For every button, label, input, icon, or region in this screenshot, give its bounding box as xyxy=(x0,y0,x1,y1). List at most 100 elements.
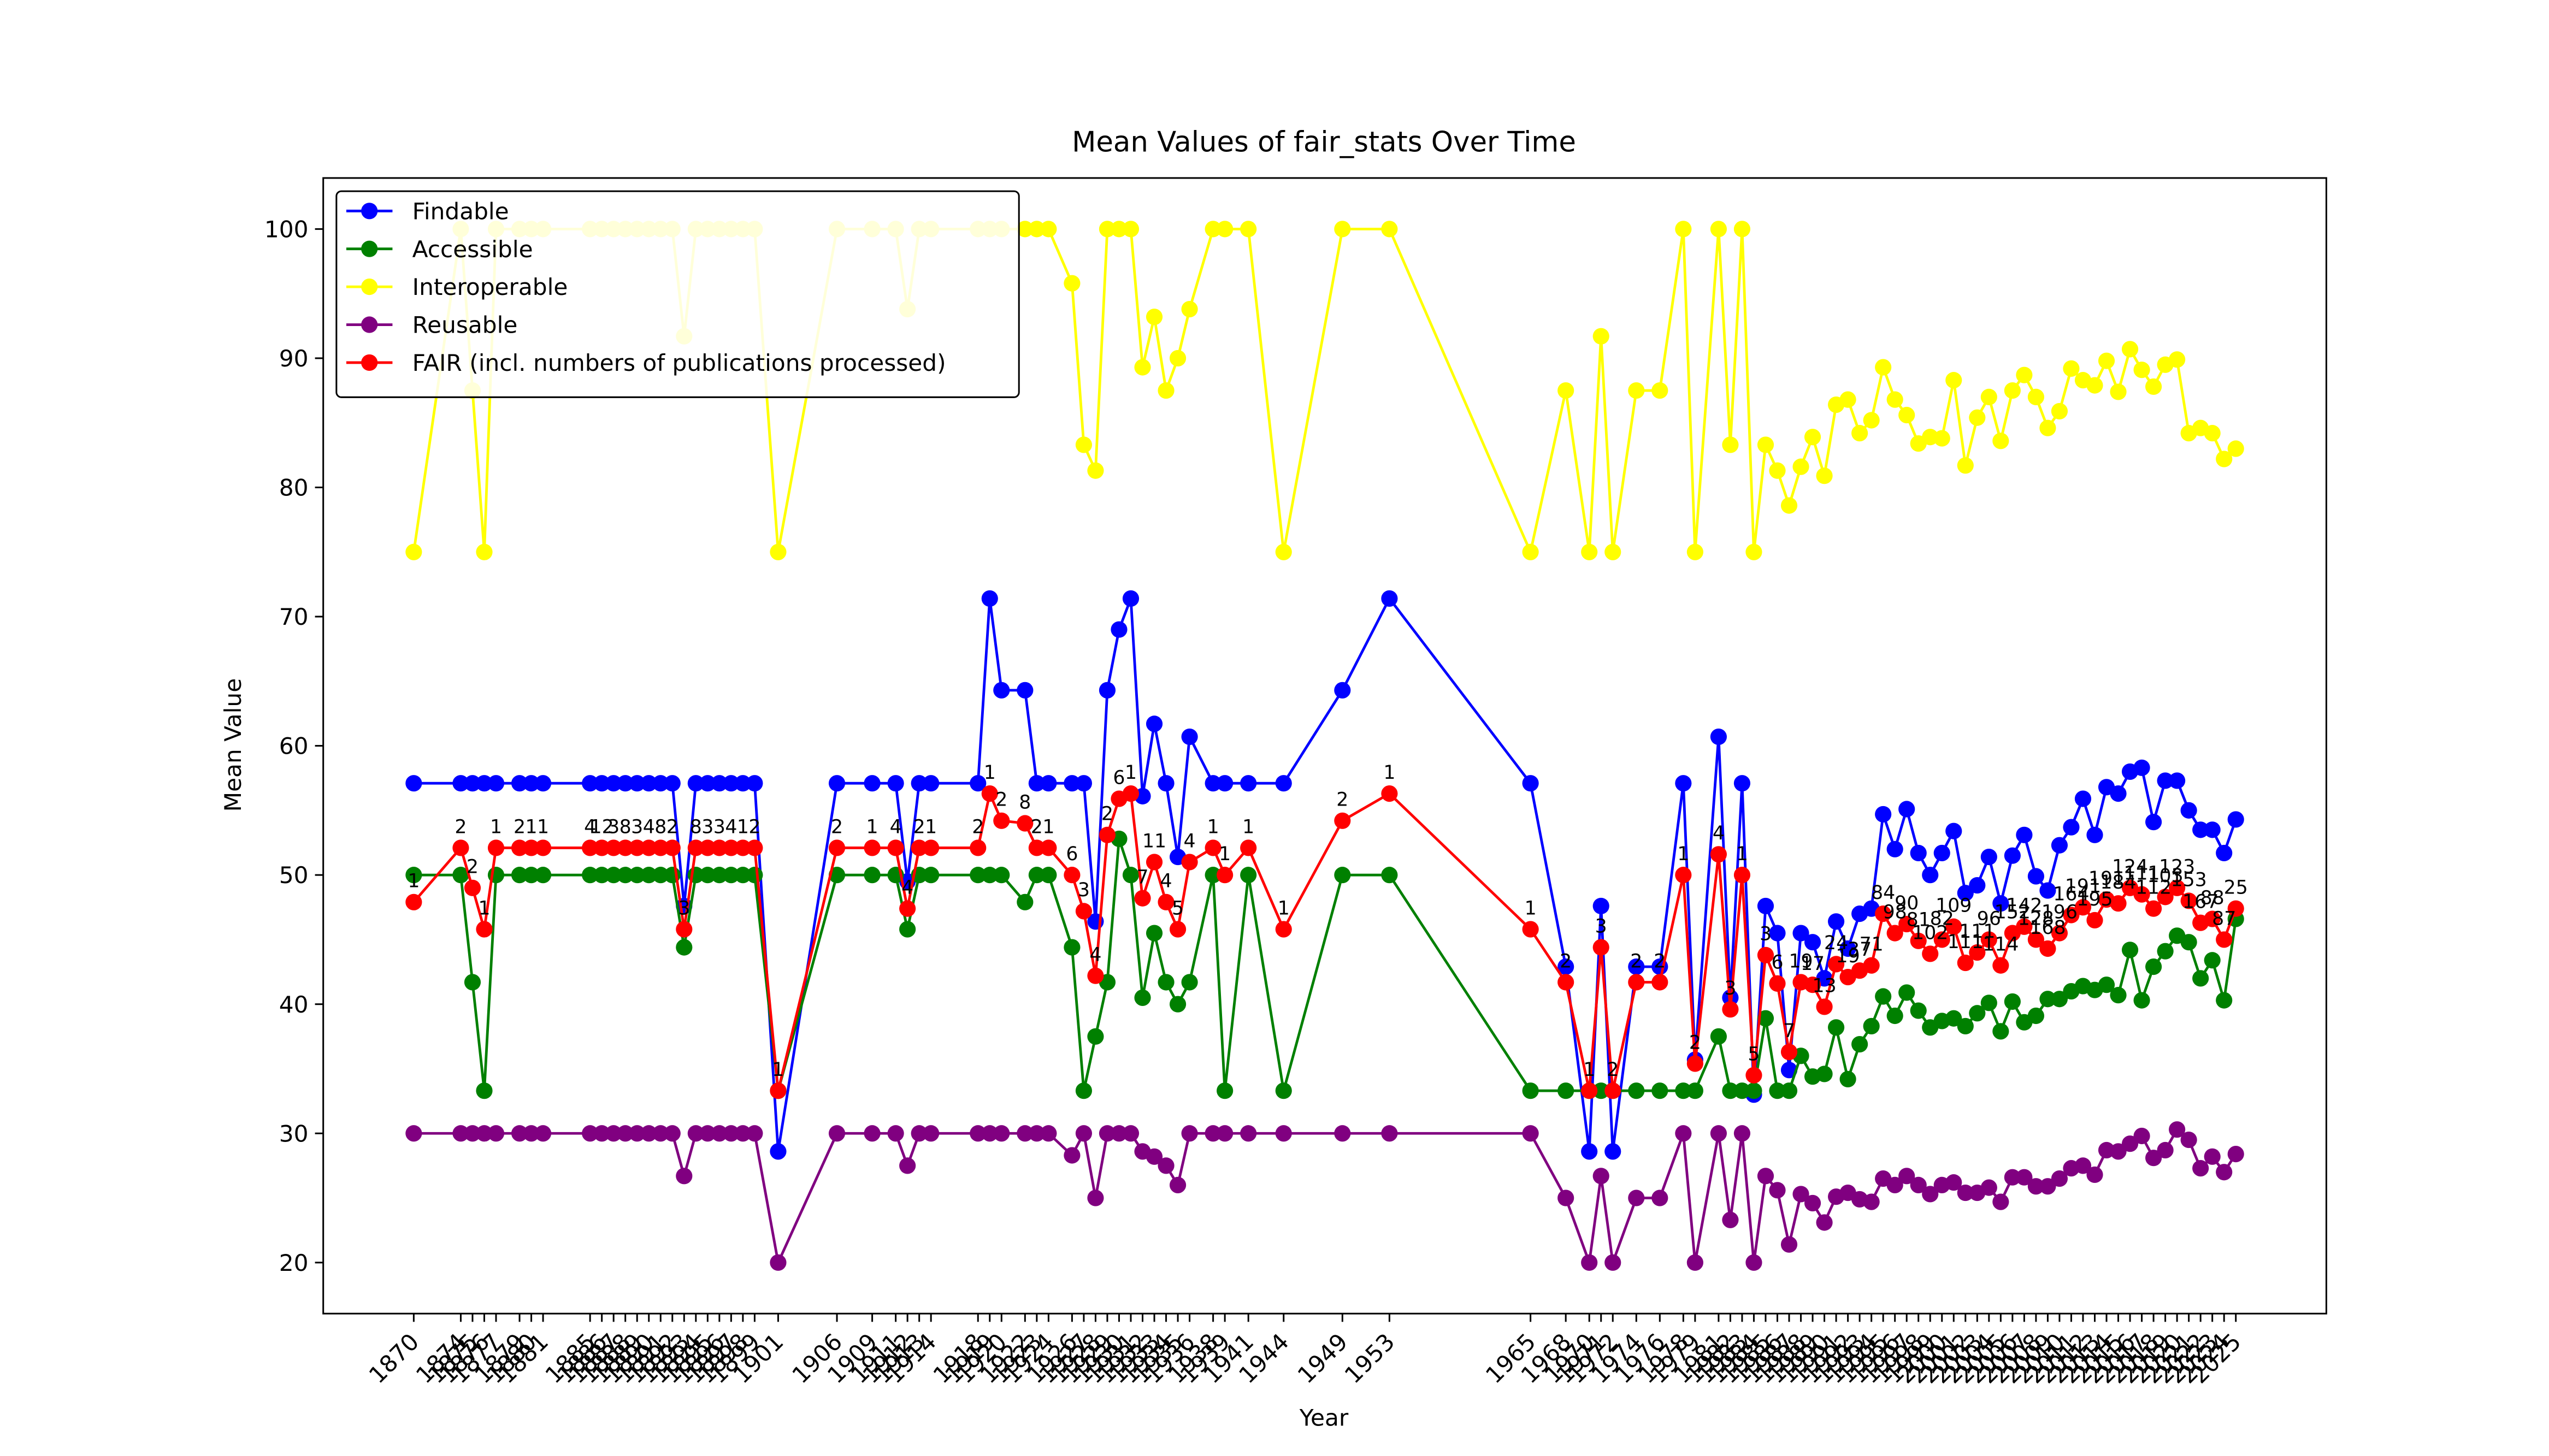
point-label: 2 xyxy=(913,816,925,838)
data-point xyxy=(1922,1186,1939,1203)
data-point xyxy=(476,775,493,792)
point-label: 4 xyxy=(1184,830,1196,852)
data-point xyxy=(664,839,681,856)
data-point xyxy=(2216,844,2233,862)
data-point xyxy=(1381,867,1398,884)
data-point xyxy=(476,1082,493,1099)
data-point xyxy=(1710,728,1727,745)
point-label: 164 xyxy=(2053,883,2089,905)
data-point xyxy=(1381,1125,1398,1142)
data-point xyxy=(1980,931,1997,948)
data-point xyxy=(2004,847,2021,864)
data-point xyxy=(1158,974,1175,991)
data-point xyxy=(629,1125,646,1142)
data-point xyxy=(1592,897,1609,915)
data-point xyxy=(652,775,669,792)
data-point xyxy=(1969,877,1986,894)
data-point xyxy=(2169,351,2186,368)
data-point xyxy=(629,839,646,856)
data-point xyxy=(1146,1148,1163,1165)
data-point xyxy=(1169,996,1187,1013)
point-label: 81 xyxy=(1907,909,1931,931)
point-label: 1 xyxy=(1219,843,1231,865)
data-point xyxy=(593,775,610,792)
data-point xyxy=(1205,867,1222,884)
data-point xyxy=(2039,419,2056,436)
data-point xyxy=(593,1125,610,1142)
data-point xyxy=(911,1125,928,1142)
data-point xyxy=(864,1125,881,1142)
data-point xyxy=(1957,954,1974,972)
data-point xyxy=(1334,812,1351,829)
data-point xyxy=(770,1082,787,1099)
data-point xyxy=(676,939,693,956)
data-point xyxy=(981,590,998,607)
data-point xyxy=(1816,1066,1833,1082)
data-point xyxy=(1064,1147,1081,1164)
data-point xyxy=(1017,682,1034,699)
data-point xyxy=(2145,378,2162,395)
point-label: 5 xyxy=(1172,897,1184,919)
point-label: 4 xyxy=(1089,944,1101,966)
data-point xyxy=(1898,801,1915,818)
data-point xyxy=(2133,1127,2150,1145)
data-point xyxy=(582,775,599,792)
data-point xyxy=(617,1125,634,1142)
data-point xyxy=(487,839,505,856)
data-point xyxy=(2216,1164,2233,1181)
data-point xyxy=(1087,1028,1104,1045)
point-label: 1 xyxy=(1736,843,1748,865)
data-point xyxy=(582,867,599,884)
data-point xyxy=(1158,382,1175,399)
data-point xyxy=(1604,1143,1621,1160)
data-point xyxy=(1733,1125,1751,1142)
data-point xyxy=(1686,1082,1703,1099)
point-label: 2 xyxy=(514,816,526,838)
data-point xyxy=(1816,998,1833,1015)
data-point xyxy=(487,1125,505,1142)
data-point xyxy=(1017,221,1034,238)
data-point xyxy=(2180,1131,2197,1149)
data-point xyxy=(1804,976,1821,993)
data-point xyxy=(1816,1214,1833,1231)
data-point xyxy=(1945,1174,1962,1191)
data-point xyxy=(1604,543,1621,560)
y-tick-label: 50 xyxy=(279,862,309,889)
data-point xyxy=(2039,882,2056,899)
data-point xyxy=(2098,976,2115,993)
data-point xyxy=(1933,844,1950,862)
point-label: 1 xyxy=(1125,762,1137,784)
point-label: 3 xyxy=(1595,915,1607,937)
point-label: 1 xyxy=(1042,816,1054,838)
data-point xyxy=(2027,1007,2044,1025)
data-point xyxy=(1769,1182,1786,1199)
point-label: 4 xyxy=(890,816,902,838)
data-point xyxy=(1733,221,1751,238)
data-point xyxy=(2051,837,2068,854)
data-point xyxy=(711,1125,728,1142)
data-point xyxy=(1064,775,1081,792)
data-point xyxy=(746,775,763,792)
data-point xyxy=(1945,1010,1962,1027)
data-point xyxy=(452,775,469,792)
data-point xyxy=(1769,462,1786,479)
data-point xyxy=(1675,867,1692,884)
data-point xyxy=(511,1125,528,1142)
data-point xyxy=(1851,425,1868,442)
data-point xyxy=(582,1125,599,1142)
data-point xyxy=(1980,388,1997,405)
data-point xyxy=(1898,915,1915,933)
data-point xyxy=(2145,1150,2162,1167)
data-point xyxy=(1969,409,1986,426)
data-point xyxy=(1957,1017,1974,1035)
data-point xyxy=(1980,848,1997,866)
data-point xyxy=(734,775,751,792)
point-label: 1 xyxy=(737,816,749,838)
data-point xyxy=(746,1125,763,1142)
data-point xyxy=(2110,383,2127,400)
data-point xyxy=(1945,822,1962,839)
data-point xyxy=(1745,1254,1762,1271)
data-point xyxy=(2133,759,2150,776)
point-label: 2 xyxy=(748,816,760,838)
data-point xyxy=(746,867,763,884)
